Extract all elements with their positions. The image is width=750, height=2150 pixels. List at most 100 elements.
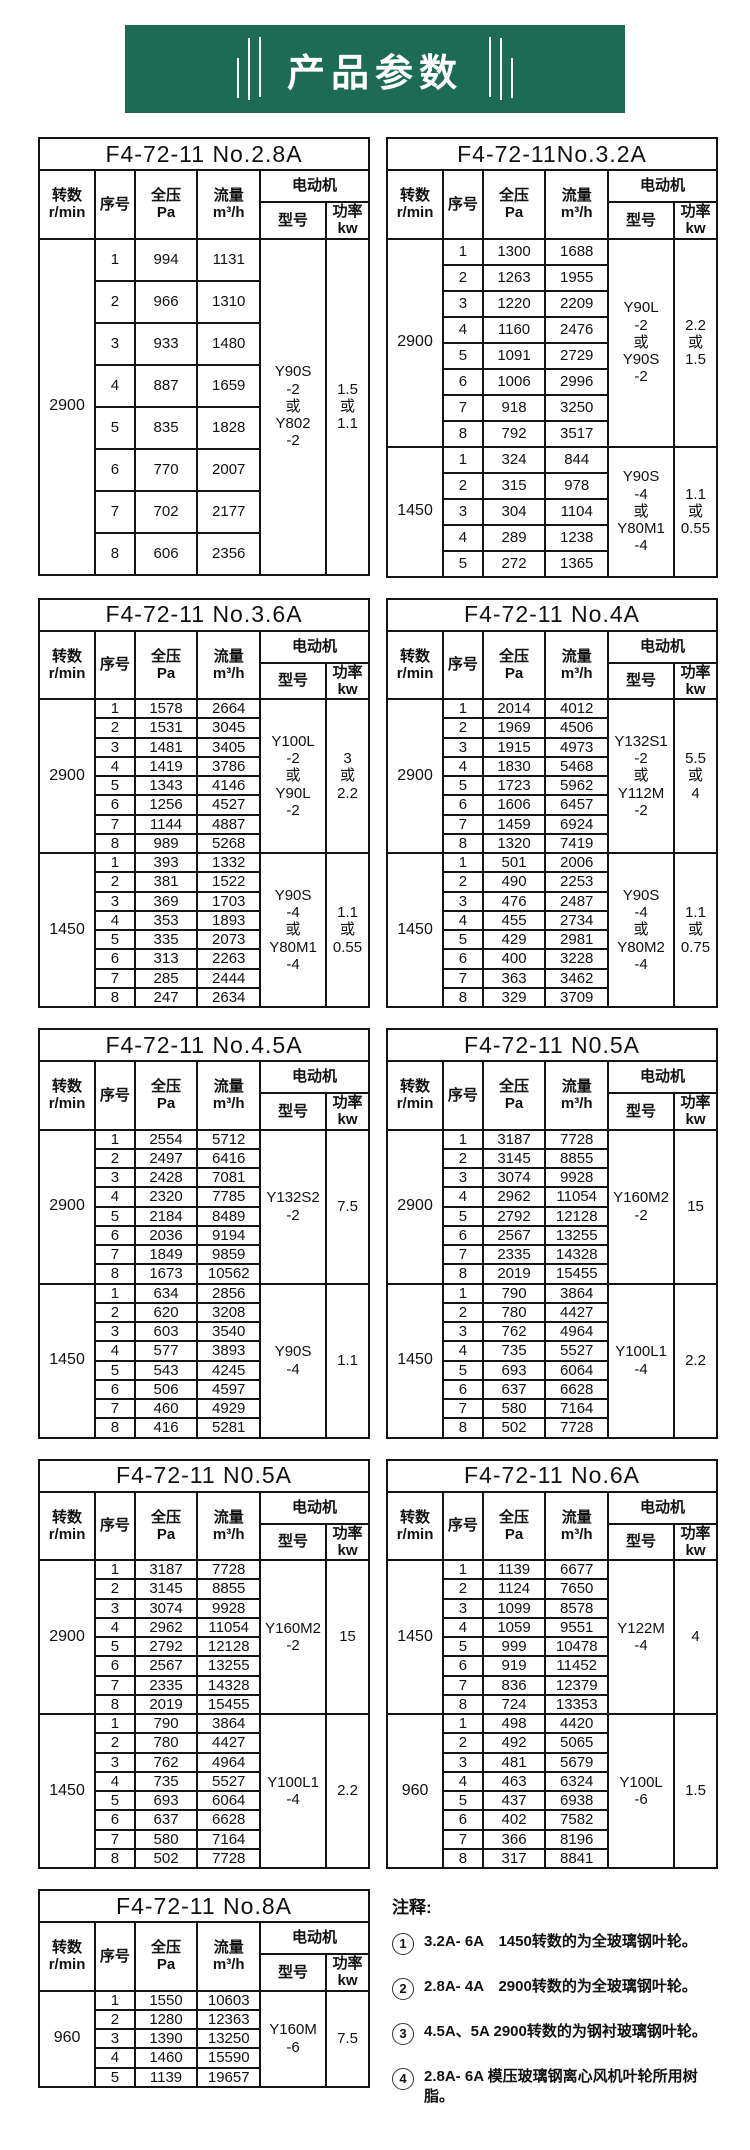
flow-value: 15455 xyxy=(544,1263,610,1285)
flow-value: 1522 xyxy=(196,871,262,893)
col-header-motor-group: 电动机 xyxy=(259,169,370,203)
flow-value: 12128 xyxy=(544,1205,610,1227)
pressure-value: 1673 xyxy=(133,1263,199,1285)
seq-value: 2 xyxy=(442,263,484,292)
seq-value: 3 xyxy=(94,1166,136,1189)
note-item: 4 2.8A- 6A 模压玻璃钢离心风机叶轮所用树脂。 xyxy=(392,2067,712,2108)
col-header-model: 型号 xyxy=(607,661,676,700)
table-row: 7 1459 6924 xyxy=(387,813,717,835)
seq-value: 8 xyxy=(442,1693,484,1716)
table-row: 5 999 10478 xyxy=(387,1635,717,1658)
seq-value: 1 xyxy=(442,1558,484,1581)
table-row: 5 835 1828 xyxy=(39,405,369,450)
table-row: 2900 1 1578 2664 Y100L -2 或 Y90L -2 3 或 2.2 xyxy=(37,697,370,854)
flow-value: 3709 xyxy=(544,986,610,1009)
pressure-value: 2962 xyxy=(481,1186,547,1208)
pressure-value: 501 xyxy=(481,851,547,874)
pressure-value: 402 xyxy=(481,1809,547,1831)
pressure-value: 735 xyxy=(481,1340,547,1362)
speed-value: 1450 xyxy=(37,1713,97,1869)
motor-model-value: Y122M -4 xyxy=(607,1559,676,1715)
flow-value: 2444 xyxy=(196,967,262,989)
seq-value: 7 xyxy=(442,1828,484,1850)
note-text: 3.2A- 6A 1450转数的为全玻璃钢叶轮。 xyxy=(424,1933,697,1950)
seq-value: 7 xyxy=(94,813,136,835)
flow-value: 13353 xyxy=(544,1693,610,1716)
fan-table-no-4-5a: F4-72-11 No.4.5A 转数 r/min 序号 全压 Pa 流量 m³/h 电动… xyxy=(37,1028,370,1439)
flow-value: 2253 xyxy=(544,871,610,893)
motor-power-value: 7.5 xyxy=(325,1128,370,1285)
pressure-value: 329 xyxy=(481,986,547,1009)
table-row: 8 1320 7419 xyxy=(387,832,717,855)
seq-value: 5 xyxy=(94,928,136,951)
motor-power-value: 1.5 或 1.1 xyxy=(325,237,370,576)
seq-value: 3 xyxy=(442,289,484,318)
flow-value: 5527 xyxy=(196,1770,262,1793)
pressure-value: 381 xyxy=(133,871,199,893)
flow-value: 7785 xyxy=(196,1186,262,1208)
flow-value: 1480 xyxy=(196,321,262,366)
pressure-value: 702 xyxy=(133,489,199,534)
flow-value: 5527 xyxy=(544,1340,610,1362)
col-header-pressure: 全压 Pa xyxy=(133,1921,199,1992)
table-row: 4 1460 15590 xyxy=(39,2047,369,2069)
motor-power-value: 7.5 xyxy=(325,1989,370,2088)
col-header-speed: 转数 r/min xyxy=(385,169,445,240)
fan-table-no-8a: F4-72-11 No.8A 转数 r/min 序号 全压 Pa 流量 m³/h 电动机型… xyxy=(37,1889,370,2088)
table-row: 8 2019 15455 xyxy=(39,1693,369,1716)
table-row: 6 1606 6457 xyxy=(387,794,717,816)
flow-value: 11452 xyxy=(544,1655,610,1677)
flow-value: 6938 xyxy=(544,1789,610,1812)
flow-value: 6064 xyxy=(544,1359,610,1381)
pressure-value: 416 xyxy=(133,1417,199,1439)
table-row: 7 2335 14328 xyxy=(387,1243,717,1266)
flow-value: 2734 xyxy=(544,909,610,932)
fan-table-no-6a: F4-72-11 No.6A 转数 r/min 序号 全压 Pa 流量 m³/h 电动机型… xyxy=(385,1458,718,1870)
pressure-value: 3145 xyxy=(133,1578,199,1600)
col-header-seq: 序号 xyxy=(442,1490,484,1561)
table-title: F4-72-11 No.8A xyxy=(38,1889,370,1923)
table-row: 1450 1 634 2856 Y90S -4 1.1 xyxy=(37,1282,370,1439)
table-row: 1450 1 393 1332 Y90S -4 或 Y80M1 -4 1.1 或 0.55 xyxy=(37,851,370,1008)
seq-value: 2 xyxy=(442,717,484,739)
table-row: 5 272 1365 xyxy=(387,549,717,578)
table-row: 2 381 1522 xyxy=(39,871,369,893)
fan-spec-table: F4-72-11 No.2.8A 转数 r/min 序号 全压 Pa 流量 m³/h 电动… xyxy=(37,137,370,576)
seq-value: 8 xyxy=(442,1263,484,1285)
seq-value: 1 xyxy=(94,1282,136,1304)
col-header-power: 功率 kw xyxy=(673,1522,718,1561)
table-row: 6 400 3228 xyxy=(387,948,717,970)
table-row: 3 2428 7081 xyxy=(39,1166,369,1189)
table-row-2: F4-72-11 No.3.6A 转数 r/min 序号 全压 Pa 流量 m³/h 电动… xyxy=(37,597,718,1009)
table-row: 2 1969 4506 xyxy=(387,717,717,739)
seq-value: 1 xyxy=(94,851,136,874)
table-row: 2 492 5065 xyxy=(387,1732,717,1754)
flow-value: 4427 xyxy=(196,1732,262,1754)
flow-value: 13255 xyxy=(544,1224,610,1247)
pressure-value: 919 xyxy=(481,1655,547,1677)
table-row: 4 463 6324 xyxy=(387,1770,717,1793)
seq-value: 8 xyxy=(94,986,136,1009)
seq-value: 6 xyxy=(442,1224,484,1247)
table-row: 2 780 4427 xyxy=(39,1732,369,1754)
pressure-value: 315 xyxy=(481,471,547,500)
pressure-value: 429 xyxy=(481,928,547,951)
seq-value: 6 xyxy=(94,948,136,970)
pressure-value: 836 xyxy=(481,1674,547,1696)
seq-value: 1 xyxy=(442,697,484,720)
motor-power-value: 2.2 xyxy=(673,1282,718,1439)
table-row: 1450 1 790 3864 Y100L1 -4 2.2 xyxy=(385,1282,718,1439)
pressure-value: 2019 xyxy=(133,1693,199,1716)
flow-value: 6457 xyxy=(544,794,610,816)
seq-value: 7 xyxy=(442,1397,484,1420)
col-header-flow: 流量 m³/h xyxy=(544,1060,610,1131)
pressure-value: 304 xyxy=(481,497,547,526)
flow-value: 4012 xyxy=(544,697,610,720)
table-row: 6 506 4597 xyxy=(39,1378,369,1401)
pressure-value: 1139 xyxy=(133,2066,199,2088)
pressure-value: 780 xyxy=(133,1732,199,1754)
notes-list: 1 3.2A- 6A 1450转数的为全玻璃钢叶轮。 2 2.8A- 4A 2900转… xyxy=(392,1932,712,2108)
table-row: 7 366 8196 xyxy=(387,1828,717,1850)
flow-value: 6628 xyxy=(544,1378,610,1401)
flow-value: 3864 xyxy=(544,1282,610,1304)
